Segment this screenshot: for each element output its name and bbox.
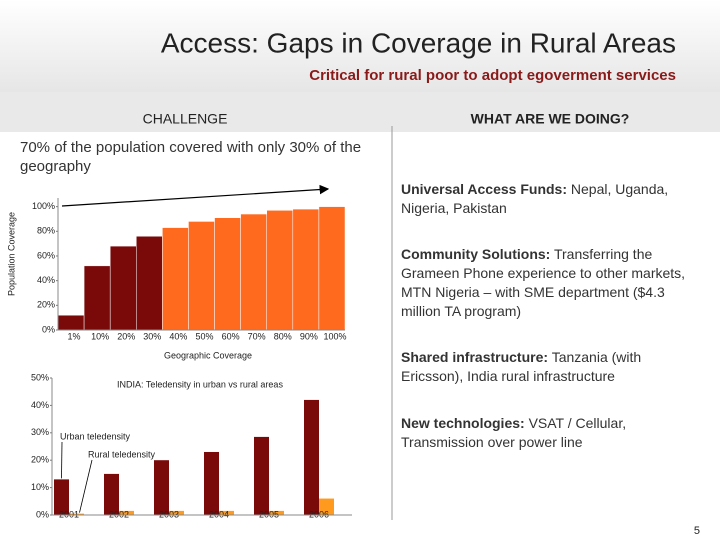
y-tick-label: 20% xyxy=(31,455,49,465)
x-tick-label: 30% xyxy=(143,331,161,341)
title: Access: Gaps in Coverage in Rural Areas xyxy=(161,27,676,58)
bar xyxy=(219,510,234,515)
y-tick-label: 0% xyxy=(42,324,55,334)
x-tick-label: 70% xyxy=(248,331,266,341)
x-tick-label: 2004 xyxy=(209,509,229,519)
x-tick-label: 90% xyxy=(300,331,318,341)
item-text: Nepal, Uganda, Nigeria, Pakistan xyxy=(401,181,669,216)
leader-line xyxy=(79,459,93,513)
item-lead: Community Solutions: xyxy=(401,246,551,262)
page-number: 5 xyxy=(694,525,700,537)
bar xyxy=(240,213,267,331)
bar xyxy=(304,399,319,515)
bar xyxy=(292,208,320,331)
y-tick-label: 60% xyxy=(37,250,55,260)
x-tick-label: 10% xyxy=(91,331,109,341)
y-tick-label: 100% xyxy=(32,201,55,211)
bar xyxy=(204,451,219,515)
x-tick-label: 2002 xyxy=(109,509,129,519)
x-tick-label: 2006 xyxy=(309,509,329,519)
y-axis-label: Population Coverage xyxy=(6,212,16,296)
y-tick-label: 20% xyxy=(37,300,55,310)
x-tick-label: 20% xyxy=(117,331,135,341)
x-tick-label: 40% xyxy=(169,331,187,341)
y-tick-label: 30% xyxy=(31,427,49,437)
bar xyxy=(83,265,111,331)
bar xyxy=(266,210,294,331)
bar xyxy=(169,510,184,515)
bar xyxy=(154,460,169,515)
subtitle: Critical for rural poor to adopt egoverm… xyxy=(309,67,676,84)
action-item: Shared infrastructure: Tanzania (with Er… xyxy=(401,348,693,386)
bar xyxy=(57,314,85,331)
bar xyxy=(104,473,119,515)
item-text: Transferring the Grameen Phone experienc… xyxy=(401,246,686,319)
bar xyxy=(214,217,241,331)
chart-title: INDIA: Teledensity in urban vs rural are… xyxy=(117,379,283,389)
series-label: Urban teledensity xyxy=(60,431,131,441)
y-tick-label: 0% xyxy=(36,509,49,519)
section-band xyxy=(0,92,720,132)
item-lead: New technologies: xyxy=(401,415,525,431)
action-item: Universal Access Funds: Nepal, Uganda, N… xyxy=(401,180,693,218)
action-item: Community Solutions: Transferring the Gr… xyxy=(401,245,693,321)
bar xyxy=(54,479,69,515)
bar xyxy=(319,498,334,515)
bar xyxy=(69,513,84,515)
x-tick-label: 50% xyxy=(195,331,213,341)
item-lead: Shared infrastructure: xyxy=(401,349,549,365)
bar xyxy=(119,510,134,515)
y-tick-label: 40% xyxy=(31,400,49,410)
y-tick-label: 40% xyxy=(37,275,55,285)
bar xyxy=(188,221,215,331)
x-tick-label: 2005 xyxy=(259,509,279,519)
trend-arrow xyxy=(61,184,330,207)
bar xyxy=(254,436,269,515)
action-item: New technologies: VSAT / Cellular, Trans… xyxy=(401,414,693,452)
y-tick-label: 50% xyxy=(31,372,49,382)
bar xyxy=(109,245,137,331)
leader-line xyxy=(61,441,63,479)
item-text: Tanzania (with Ericsson), India rural in… xyxy=(401,349,642,384)
x-tick-label: 100% xyxy=(323,331,346,341)
x-tick-label: 80% xyxy=(274,331,292,341)
bar xyxy=(318,206,346,331)
series-label: Rural teledensity xyxy=(88,449,156,459)
section-heading: CHALLENGE xyxy=(143,111,228,127)
x-tick-label: 60% xyxy=(222,331,240,341)
y-tick-label: 10% xyxy=(31,482,49,492)
item-lead: Universal Access Funds: xyxy=(401,181,567,197)
bar xyxy=(269,510,284,515)
y-tick-label: 80% xyxy=(37,226,55,236)
x-axis-label: Geographic Coverage xyxy=(164,350,252,360)
challenge-text: 70% of the population covered with only … xyxy=(20,139,362,175)
bar xyxy=(162,227,189,331)
x-tick-label: 1% xyxy=(68,331,81,341)
header-band xyxy=(0,0,720,92)
x-tick-label: 2001 xyxy=(59,509,79,519)
item-text: VSAT / Cellular, Transmission over power… xyxy=(401,415,627,450)
x-tick-label: 2003 xyxy=(159,509,179,519)
bar xyxy=(136,235,163,331)
section-heading: WHAT ARE WE DOING? xyxy=(471,111,630,127)
